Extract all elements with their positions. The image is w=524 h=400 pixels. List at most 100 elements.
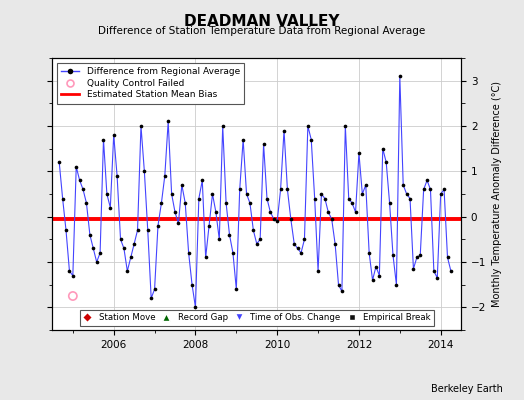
Point — [293, 245, 302, 252]
Point — [157, 200, 166, 206]
Point — [362, 182, 370, 188]
Point — [201, 254, 210, 261]
Point — [375, 272, 384, 279]
Point — [297, 250, 305, 256]
Point — [194, 195, 203, 202]
Point — [287, 216, 295, 222]
Point — [154, 222, 162, 229]
Point — [110, 132, 118, 138]
Point — [328, 216, 336, 222]
Point — [140, 168, 148, 174]
Point — [113, 173, 121, 179]
Point — [447, 268, 455, 274]
Point — [283, 186, 291, 193]
Point — [300, 236, 309, 242]
Text: Difference of Station Temperature Data from Regional Average: Difference of Station Temperature Data f… — [99, 26, 425, 36]
Point — [409, 266, 418, 272]
Point — [355, 150, 363, 156]
Point — [413, 254, 421, 261]
Point — [378, 146, 387, 152]
Point — [232, 286, 241, 292]
Point — [75, 177, 84, 184]
Point — [164, 118, 172, 125]
Point — [334, 282, 343, 288]
Point — [66, 268, 74, 274]
Point — [130, 241, 138, 247]
Point — [147, 295, 156, 302]
Point — [317, 191, 325, 197]
Point — [433, 275, 442, 281]
Point — [321, 195, 329, 202]
Point — [427, 186, 435, 193]
Point — [311, 195, 319, 202]
Point — [235, 186, 244, 193]
Point — [243, 191, 251, 197]
Point — [103, 191, 111, 197]
Point — [276, 186, 285, 193]
Point — [178, 182, 186, 188]
Point — [89, 245, 97, 252]
Point — [416, 252, 424, 258]
Point — [337, 288, 346, 295]
Point — [184, 250, 193, 256]
Point — [209, 191, 217, 197]
Point — [181, 200, 189, 206]
Point — [253, 241, 261, 247]
Point — [399, 182, 407, 188]
Y-axis label: Monthly Temperature Anomaly Difference (°C): Monthly Temperature Anomaly Difference (… — [492, 81, 502, 307]
Point — [266, 209, 275, 215]
Point — [82, 200, 91, 206]
Point — [229, 250, 237, 256]
Point — [168, 191, 176, 197]
Point — [365, 250, 373, 256]
Point — [324, 209, 332, 215]
Point — [385, 200, 394, 206]
Point — [58, 195, 67, 202]
Point — [419, 186, 428, 193]
Point — [72, 164, 80, 170]
Point — [443, 254, 452, 261]
Point — [372, 263, 380, 270]
Point — [341, 123, 350, 129]
Point — [69, 293, 77, 299]
Point — [215, 236, 223, 242]
Point — [150, 286, 159, 292]
Point — [222, 200, 230, 206]
Point — [106, 204, 115, 211]
Point — [133, 227, 141, 234]
Point — [256, 236, 264, 242]
Point — [191, 304, 200, 310]
Point — [205, 222, 213, 229]
Point — [137, 123, 145, 129]
Point — [368, 277, 377, 283]
Point — [402, 191, 411, 197]
Point — [382, 159, 390, 166]
Point — [246, 200, 254, 206]
Point — [171, 209, 179, 215]
Text: DEADMAN VALLEY: DEADMAN VALLEY — [184, 14, 340, 29]
Point — [55, 159, 63, 166]
Point — [280, 127, 288, 134]
Point — [99, 136, 107, 143]
Point — [92, 259, 101, 265]
Point — [119, 245, 128, 252]
Point — [174, 220, 182, 227]
Point — [273, 218, 281, 224]
Point — [348, 200, 356, 206]
Point — [263, 195, 271, 202]
Point — [314, 268, 322, 274]
Point — [331, 241, 340, 247]
Point — [344, 195, 353, 202]
Point — [212, 209, 220, 215]
Legend: Station Move, Record Gap, Time of Obs. Change, Empirical Break: Station Move, Record Gap, Time of Obs. C… — [80, 310, 434, 326]
Point — [116, 236, 125, 242]
Point — [249, 227, 258, 234]
Point — [290, 241, 299, 247]
Text: Berkeley Earth: Berkeley Earth — [431, 384, 503, 394]
Point — [123, 268, 132, 274]
Point — [96, 250, 104, 256]
Point — [396, 73, 404, 79]
Point — [188, 282, 196, 288]
Point — [307, 136, 315, 143]
Point — [259, 141, 268, 147]
